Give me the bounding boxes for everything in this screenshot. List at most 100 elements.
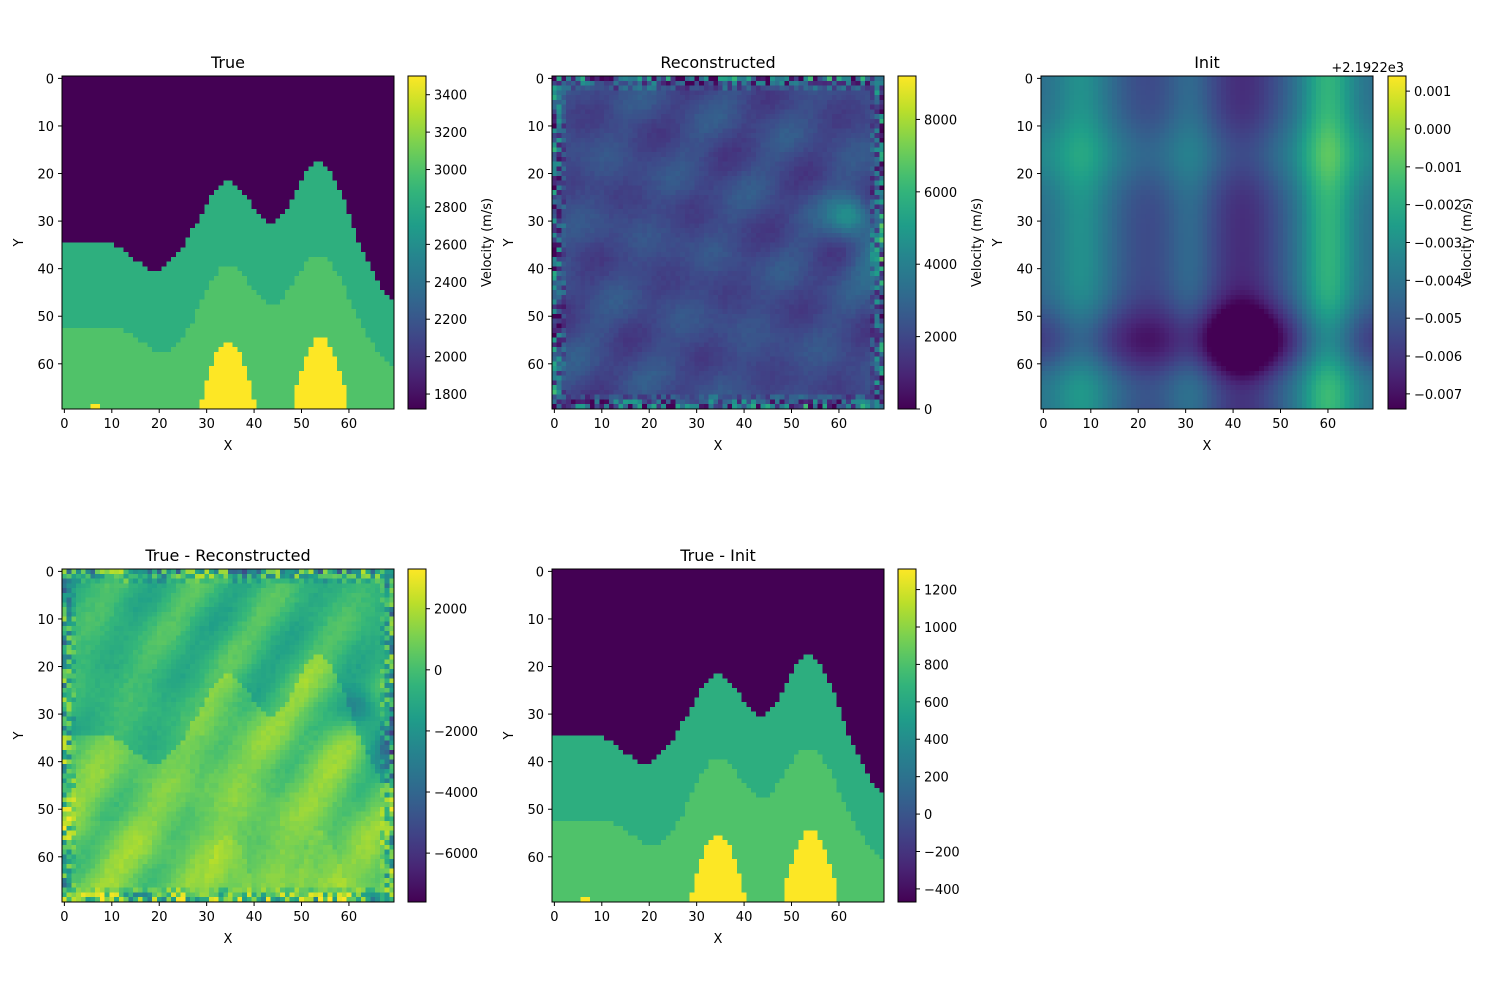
y-axis-label: Y [991,238,1006,247]
x-tick-label: 20 [151,417,168,432]
axes-frame [61,75,395,410]
panel-true: True 0 10 20 30 40 50 60 0 10 20 30 40 50 60 X Y 1800 2000… [12,53,495,454]
colorbar-tick-label: 2000 [924,331,957,346]
x-tick-label: 40 [736,417,753,432]
heatmap-image [62,569,394,902]
y-tick-label: 40 [527,263,544,278]
colorbar-tick-label: −0.006 [1414,350,1462,365]
axes-frame [61,568,395,903]
x-axis-label: X [224,439,233,454]
colorbar [407,75,427,410]
colorbar-tick-label: −2000 [434,725,478,740]
y-tick-label: 40 [1016,263,1033,278]
y-tick-label: 60 [1016,358,1033,373]
x-tick-label: 50 [783,910,800,925]
x-axis-label: X [224,932,233,947]
y-tick-label: 60 [527,851,544,866]
y-axis-label: Y [12,731,27,740]
panel-init: Init 0 10 20 30 40 50 60 0 10 20 30 40 50 60 X Y 0.001 0.0… [991,53,1475,454]
y-tick-label: 50 [527,310,544,325]
colorbar-tick-label: 6000 [924,186,957,201]
x-tick-label: 30 [1177,417,1194,432]
colorbar-tick-label: −0.001 [1414,161,1462,176]
colorbar [897,568,917,903]
chart-title: Init [1194,53,1220,72]
colorbar-tick-label: −0.002 [1414,199,1462,214]
y-tick-label: 50 [1016,310,1033,325]
y-tick-label: 40 [37,263,54,278]
y-axis-label: Y [502,238,517,247]
x-tick-label: 50 [783,417,800,432]
x-tick-label: 10 [594,417,611,432]
y-tick-label: 30 [527,215,544,230]
y-tick-label: 10 [527,120,544,135]
chart-title: Reconstructed [660,53,775,72]
colorbar-tick-label: 2800 [434,201,467,216]
y-axis-label: Y [12,238,27,247]
y-tick-label: 10 [1016,120,1033,135]
colorbar-tick-label: −6000 [434,847,478,862]
x-tick-label: 60 [341,910,358,925]
colorbar-tick-label: 200 [924,771,949,786]
x-tick-label: 30 [688,910,705,925]
chart-title: True [210,53,245,72]
colorbar-tick-label: 0 [924,403,932,418]
chart-title: True - Reconstructed [144,546,310,565]
colorbar-tick-label: 2000 [434,351,467,366]
x-tick-label: 30 [198,910,215,925]
x-tick-label: 0 [550,417,558,432]
colorbar-label: Velocity (m/s) [970,198,985,287]
y-tick-label: 60 [37,851,54,866]
y-tick-label: 0 [46,565,54,580]
y-tick-label: 50 [37,310,54,325]
colorbar-tick-label: 4000 [924,258,957,273]
x-tick-label: 40 [246,910,263,925]
y-tick-label: 20 [527,661,544,676]
y-tick-label: 30 [37,215,54,230]
colorbar-tick-label: 0 [434,664,442,679]
colorbar-label: Velocity (m/s) [480,198,495,287]
y-tick-label: 0 [46,72,54,87]
colorbar-tick-label: 3200 [434,126,467,141]
colorbar-tick-label: −4000 [434,786,478,801]
y-tick-label: 10 [37,613,54,628]
colorbar-tick-label: −0.004 [1414,274,1462,289]
heatmap-image [1041,76,1373,409]
x-axis-label: X [714,932,723,947]
y-tick-label: 60 [37,358,54,373]
colorbar-tick-label: −0.005 [1414,312,1462,327]
x-tick-label: 10 [594,910,611,925]
colorbar-tick-label: 600 [924,696,949,711]
heatmap-image [552,76,884,409]
y-tick-label: 20 [527,168,544,183]
x-tick-label: 20 [151,910,168,925]
y-tick-label: 40 [37,756,54,771]
colorbar-tick-label: 3000 [434,164,467,179]
y-tick-label: 10 [37,120,54,135]
y-tick-label: 50 [527,803,544,818]
y-tick-label: 0 [536,565,544,580]
x-tick-label: 20 [1130,417,1147,432]
colorbar-tick-label: 8000 [924,113,957,128]
colorbar-tick-label: 0.001 [1414,85,1451,100]
x-tick-label: 40 [736,910,753,925]
panel-true-minus-reconstructed: True - Reconstructed 0 10 20 30 40 50 60 0 10 20 30… [12,546,478,947]
colorbar-tick-label: 2400 [434,276,467,291]
panel-reconstructed: Reconstructed 0 10 20 30 40 50 60 0 10 20 30 40 50 60 X… [502,53,985,454]
colorbar-tick-label: 2200 [434,313,467,328]
axes-frame [551,568,885,903]
y-tick-label: 30 [37,708,54,723]
colorbar-tick-label: 0 [924,808,932,823]
y-tick-label: 60 [527,358,544,373]
y-tick-label: 0 [536,72,544,87]
colorbar-tick-label: 1200 [924,584,957,599]
y-tick-label: 40 [527,756,544,771]
x-tick-label: 50 [293,910,310,925]
axes-frame [551,75,885,410]
x-tick-label: 30 [198,417,215,432]
x-tick-label: 0 [60,417,68,432]
x-axis-label: X [714,439,723,454]
y-tick-label: 20 [1016,168,1033,183]
